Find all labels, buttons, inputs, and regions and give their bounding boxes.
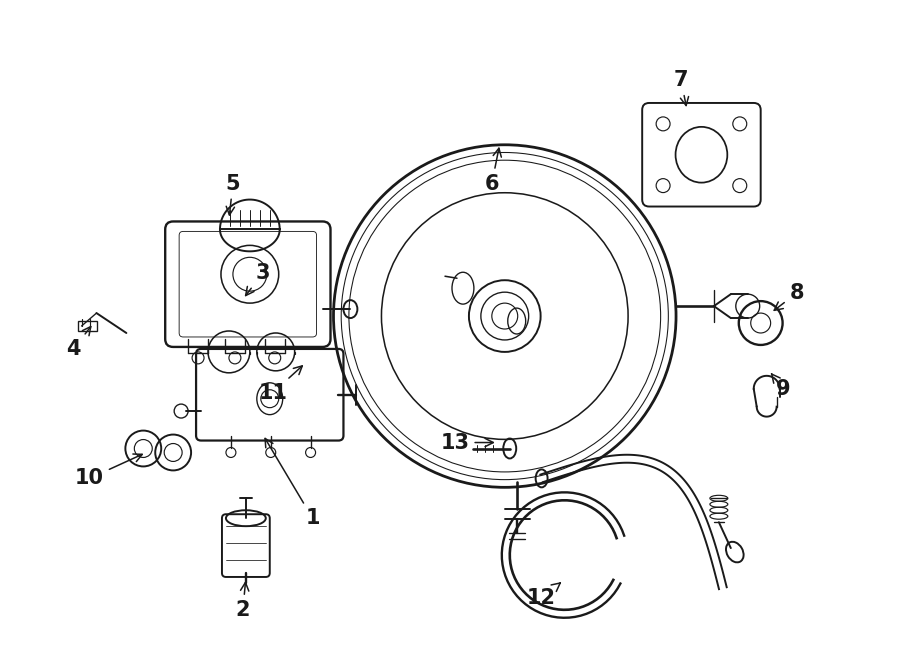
Text: 8: 8	[774, 283, 804, 310]
Circle shape	[733, 178, 747, 192]
Text: 2: 2	[236, 582, 250, 620]
Bar	[77, 321, 97, 331]
Text: 5: 5	[226, 174, 240, 215]
Text: 7: 7	[674, 70, 688, 106]
Text: 6: 6	[484, 148, 501, 194]
Text: 10: 10	[75, 454, 142, 488]
Circle shape	[656, 117, 670, 131]
Circle shape	[656, 178, 670, 192]
Text: 12: 12	[527, 583, 561, 608]
Text: 4: 4	[67, 327, 91, 359]
Circle shape	[733, 117, 747, 131]
Text: 13: 13	[440, 432, 493, 453]
Text: 11: 11	[258, 366, 302, 403]
Text: 3: 3	[246, 263, 270, 295]
Text: 9: 9	[771, 374, 791, 399]
Text: 1: 1	[266, 438, 320, 528]
